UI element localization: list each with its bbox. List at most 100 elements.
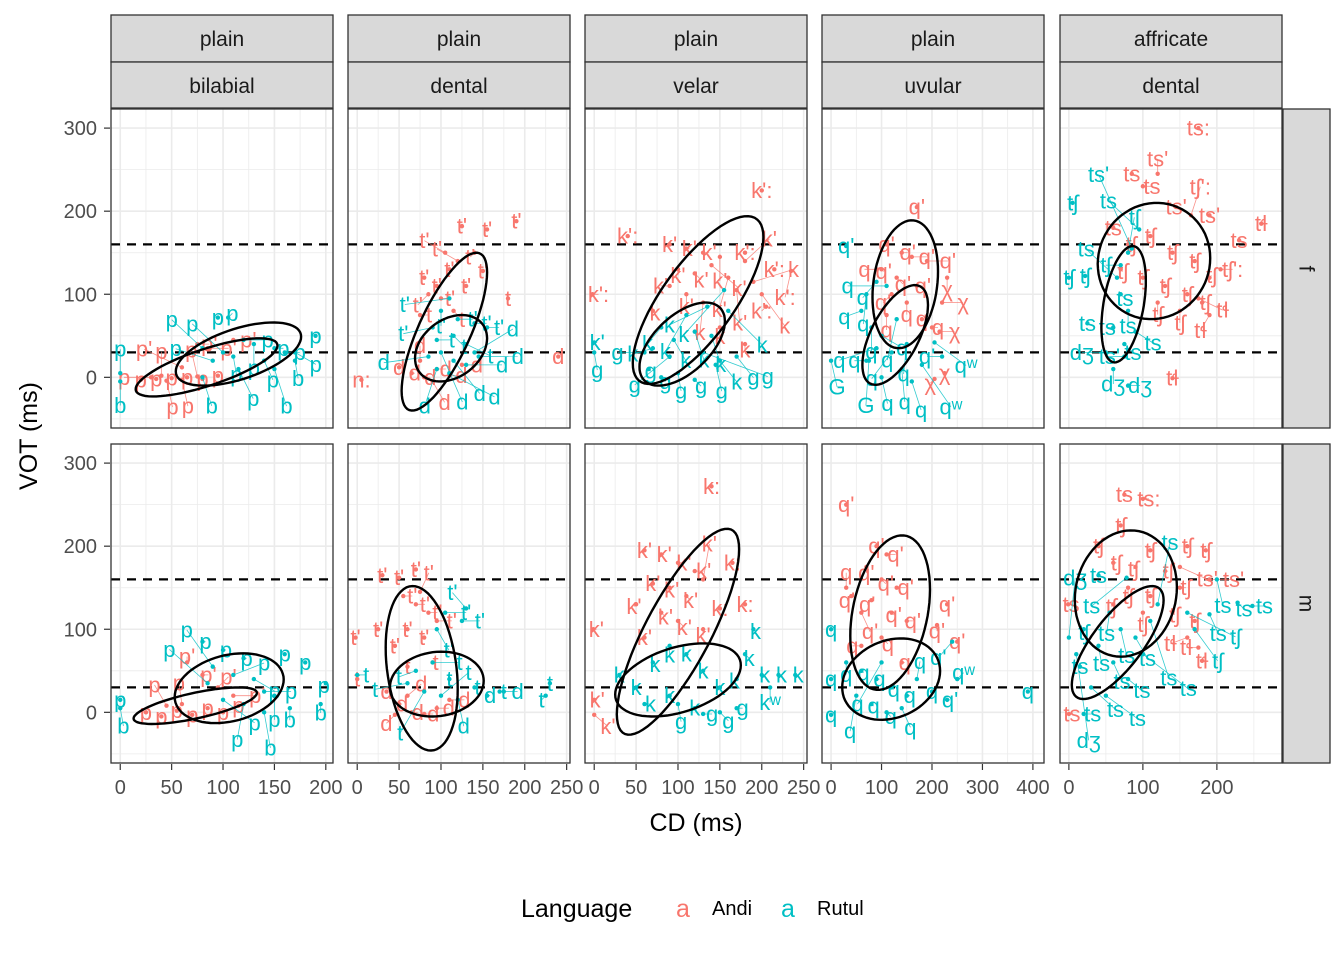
- point-label-rutul: d: [474, 381, 486, 406]
- point-label-rutul: dʒ: [1101, 372, 1125, 397]
- point-label-andi: p: [140, 700, 152, 725]
- point-label-rutul: dʒ: [1077, 728, 1101, 753]
- point-label-rutul: q': [838, 234, 854, 259]
- point-label-rutul: b: [117, 713, 129, 738]
- x-tick-label: 200: [1200, 777, 1233, 799]
- point-marker-rutul: [1215, 577, 1219, 581]
- point-label-andi: tɬ: [1196, 648, 1209, 673]
- point-label-andi: ts: [1123, 161, 1140, 186]
- point-label-rutul: q: [881, 391, 893, 416]
- point-marker-rutul: [651, 346, 655, 350]
- x-tick-label: 200: [309, 777, 342, 799]
- point-label-andi: k': [600, 714, 615, 739]
- point-marker-rutul: [864, 292, 868, 296]
- point-marker-andi: [743, 259, 747, 263]
- point-label-andi: p: [186, 702, 198, 727]
- point-label-rutul: p: [268, 707, 280, 732]
- strip-label-place: dental: [430, 75, 487, 98]
- point-label-andi: p: [155, 339, 167, 364]
- point-label-rutul: t: [363, 662, 369, 687]
- point-label-rutul: q: [844, 719, 856, 744]
- point-label-rutul: k: [744, 646, 756, 671]
- y-tick-label: 100: [64, 284, 97, 306]
- point-marker-rutul: [497, 689, 501, 693]
- point-label-rutul: ts: [1161, 530, 1178, 555]
- point-marker-rutul: [734, 354, 738, 358]
- point-label-rutul: G: [857, 393, 874, 418]
- point-label-andi: t': [394, 565, 404, 590]
- point-marker-rutul: [672, 338, 676, 342]
- legend-title: Language: [521, 895, 632, 923]
- point-marker-andi: [435, 619, 439, 623]
- point-label-andi: t': [457, 214, 467, 239]
- point-label-andi: k': [701, 240, 716, 265]
- point-marker-rutul: [451, 359, 455, 363]
- strip-label-manner: plain: [674, 28, 718, 51]
- point-label-andi: ts: [1105, 215, 1122, 240]
- point-marker-rutul: [405, 681, 409, 685]
- point-label-andi: k':: [617, 224, 638, 249]
- x-tick-label: 200: [745, 777, 778, 799]
- point-label-andi: t': [419, 228, 429, 253]
- point-marker-andi: [159, 373, 163, 377]
- point-label-andi: q': [838, 492, 854, 517]
- point-label-andi: d: [438, 390, 450, 415]
- point-marker-rutul: [701, 712, 705, 716]
- point-marker-rutul: [867, 359, 871, 363]
- point-label-rutul: p: [114, 337, 126, 362]
- point-marker-rutul: [118, 371, 122, 375]
- point-label-andi: t: [505, 286, 511, 311]
- point-label-andi: k': [637, 538, 652, 563]
- point-label-andi: tɬ: [1216, 298, 1229, 323]
- point-label-andi: p: [155, 704, 167, 729]
- point-label-rutul: t: [466, 660, 472, 685]
- point-label-andi: t: [404, 654, 410, 679]
- point-marker-rutul: [1192, 627, 1196, 631]
- y-axis-title: VOT (ms): [15, 382, 43, 490]
- y-tick-label: 100: [64, 619, 97, 641]
- point-label-rutul: b: [264, 735, 276, 760]
- point-label-rutul: g: [591, 358, 603, 383]
- point-label-andi: d: [440, 357, 452, 382]
- point-marker-rutul: [709, 334, 713, 338]
- x-tick-label: 400: [1016, 777, 1049, 799]
- y-tick-label: 200: [64, 201, 97, 223]
- point-label-andi: q': [899, 240, 915, 265]
- strip-label-place: dental: [1142, 75, 1199, 98]
- point-label-rutul: t': [447, 580, 457, 605]
- point-marker-rutul: [879, 375, 883, 379]
- point-label-andi: k': [653, 273, 668, 298]
- point-label-rutul: t': [494, 315, 504, 340]
- point-label-rutul: b: [280, 394, 292, 419]
- legend-label-andi: Andi: [712, 898, 752, 920]
- point-label-rutul: ts: [1107, 697, 1124, 722]
- point-label-rutul: d: [511, 679, 523, 704]
- point-marker-rutul: [447, 296, 451, 300]
- point-marker-rutul: [726, 309, 730, 313]
- point-label-andi: q': [887, 542, 903, 567]
- point-label-rutul: p: [166, 307, 178, 332]
- point-label-rutul: p: [310, 352, 322, 377]
- point-label-andi: tɬ: [1164, 631, 1177, 656]
- point-marker-rutul: [879, 660, 883, 664]
- point-marker-rutul: [950, 640, 954, 644]
- point-label-andi: q: [901, 302, 913, 327]
- point-marker-rutul: [426, 354, 430, 358]
- point-label-rutul: p: [226, 301, 238, 326]
- point-label-andi: ts: [1231, 228, 1248, 253]
- point-marker-rutul: [859, 309, 863, 313]
- point-label-andi: q': [862, 619, 878, 644]
- point-marker-rutul: [472, 350, 476, 354]
- x-tick-label: 100: [424, 777, 457, 799]
- point-label-andi: k':: [751, 178, 772, 203]
- point-marker-andi: [451, 309, 455, 313]
- x-tick-label: 0: [115, 777, 126, 799]
- strip-label-manner: plain: [911, 28, 955, 51]
- point-label-rutul: q: [825, 617, 837, 642]
- point-marker-rutul: [118, 379, 122, 383]
- point-label-rutul: d: [496, 352, 508, 377]
- point-label-andi: q': [940, 249, 956, 274]
- point-marker-rutul: [1137, 227, 1141, 231]
- strip-label-place: bilabial: [189, 75, 254, 98]
- point-marker-rutul: [1074, 652, 1078, 656]
